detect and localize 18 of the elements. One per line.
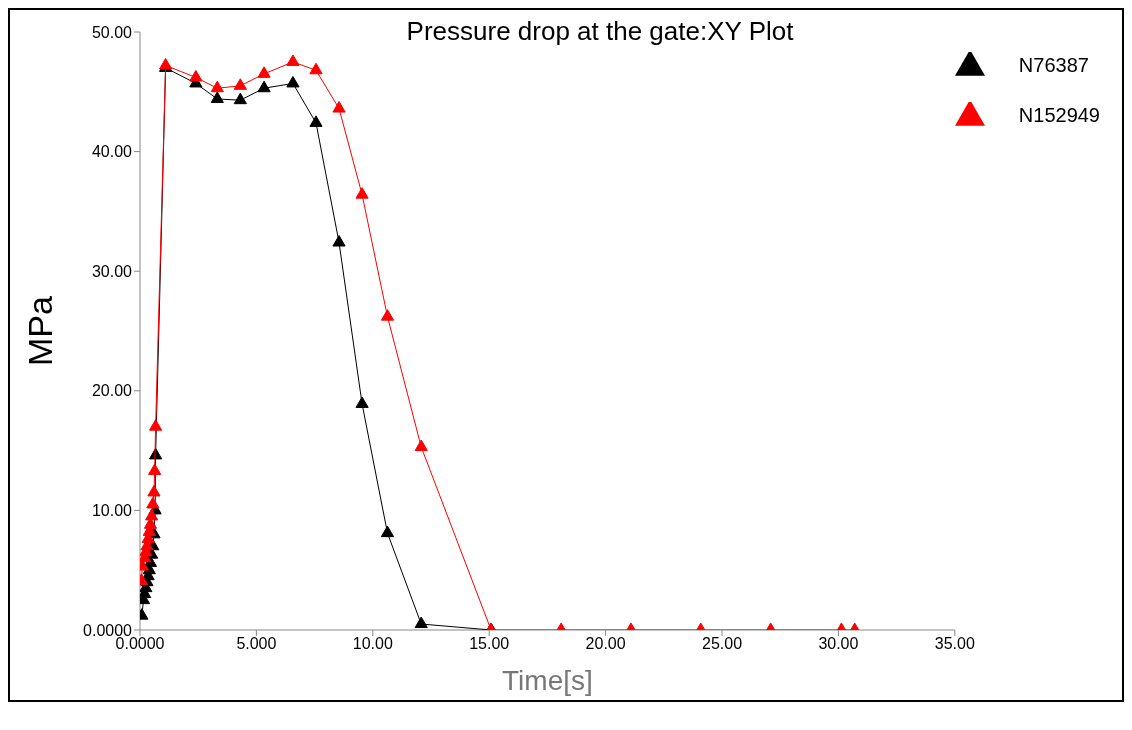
legend-label: N152949 [1018,104,1100,126]
y-axis-title: MPa [21,295,60,366]
y-tick-label: 20.00 [91,382,133,400]
x-tick-label: 15.00 [469,635,510,653]
x-tick-label: 35.00 [934,635,975,653]
x-tick-label: 10.00 [352,635,393,653]
x-tick-label: 25.00 [701,635,743,653]
chart-title: Pressure drop at the gate:XY Plot [406,16,794,46]
x-tick-label: 30.00 [818,635,859,653]
y-tick-label: 50.00 [91,23,133,41]
legend-label: N76387 [1018,54,1089,76]
x-tick-label: 5.000 [236,635,277,653]
y-tick-label: 40.00 [91,143,133,161]
y-tick-label: 10.00 [91,502,133,520]
y-tick-label: 30.00 [91,262,133,280]
x-tick-label: 20.00 [585,635,626,653]
x-tick-label: 0.0000 [115,635,165,653]
x-axis-title: Time[s] [502,665,593,696]
